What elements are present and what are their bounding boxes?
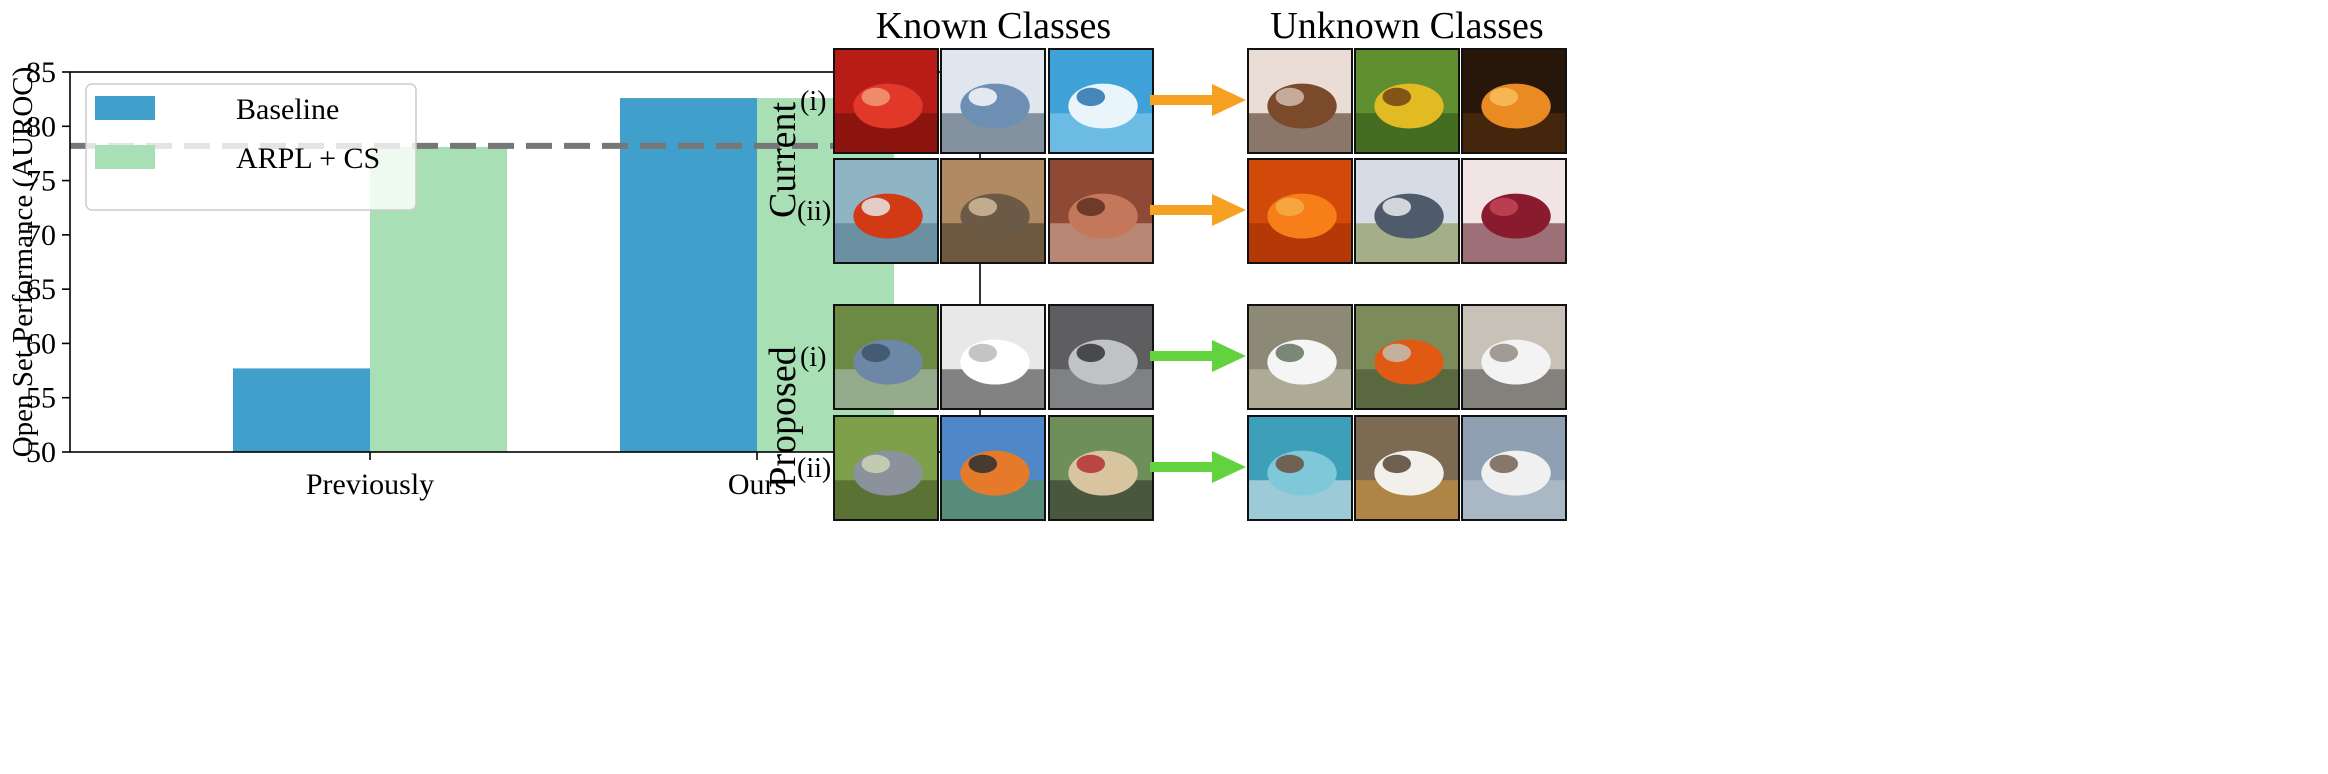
goldfinch-image: [1048, 415, 1154, 521]
x-tick-label-ours: Ours: [728, 468, 786, 501]
cougar-image: [940, 158, 1046, 264]
y-tick-label-80: 80: [26, 110, 56, 143]
bar-baseline-previously: [233, 368, 370, 452]
white-sports-car-image: [1247, 304, 1353, 410]
silver-pickup-image: [1048, 304, 1154, 410]
white-suv-image: [1461, 304, 1567, 410]
arrow-icon: [1150, 451, 1246, 483]
pelican-image: [1354, 415, 1460, 521]
arrow-icon: [1150, 84, 1246, 116]
stone-arch-image: [1048, 158, 1154, 264]
boat-image: [1048, 48, 1154, 154]
y-tick-label-70: 70: [26, 219, 56, 252]
bottle-image: [1247, 48, 1353, 154]
blue-sedan-image: [833, 304, 939, 410]
y-axis-label: Open Set Performance (AUROC): [7, 67, 39, 458]
arrow-icon: [1150, 340, 1246, 372]
row-label-proposed-2: (ii): [797, 453, 832, 484]
image-grid-figure: Known Classes Unknown Classes Current (i)…: [762, 0, 2328, 774]
pomegranate-image: [1461, 158, 1567, 264]
known-classes-title: Known Classes: [875, 5, 1112, 47]
legend-box: [85, 83, 417, 211]
legend-label-1: ARPL + CS: [236, 142, 380, 175]
sunflower-image: [1354, 48, 1460, 154]
orange-slice-image: [1461, 48, 1567, 154]
y-tick-label-75: 75: [26, 165, 56, 198]
bar-baseline-ours: [620, 98, 757, 453]
house-image: [1354, 158, 1460, 264]
row-label-current-2: (ii): [797, 196, 832, 227]
legend-swatch-0: [95, 96, 155, 120]
legend-label-0: Baseline: [236, 93, 339, 126]
duck-image: [1247, 415, 1353, 521]
red-car-image: [833, 48, 939, 154]
gray-bird-image: [833, 415, 939, 521]
unknown-classes-title-text: Unknown Classes: [1270, 5, 1544, 47]
orange-bird-image: [940, 415, 1046, 521]
legend-swatch-1: [95, 145, 155, 169]
gull-image: [1461, 415, 1567, 521]
orange-sports-car-image: [1354, 304, 1460, 410]
arrow-icon: [1150, 194, 1246, 226]
goldfish-image: [833, 158, 939, 264]
y-tick-label-65: 65: [26, 273, 56, 306]
orange-image: [1247, 158, 1353, 264]
white-truck-image: [940, 48, 1046, 154]
y-tick-label-85: 85: [26, 56, 56, 89]
row-label-current-1: (i): [800, 86, 827, 117]
y-tick-label-50: 50: [26, 436, 56, 469]
row-label-proposed-1: (i): [800, 342, 827, 373]
group-label-proposed: Proposed: [762, 346, 804, 488]
x-tick-label-previously: Previously: [306, 468, 434, 501]
y-tick-label-55: 55: [26, 382, 56, 415]
y-tick-label-60: 60: [26, 327, 56, 360]
group-label-current: Current: [762, 101, 804, 219]
white-sedan-image: [940, 304, 1046, 410]
